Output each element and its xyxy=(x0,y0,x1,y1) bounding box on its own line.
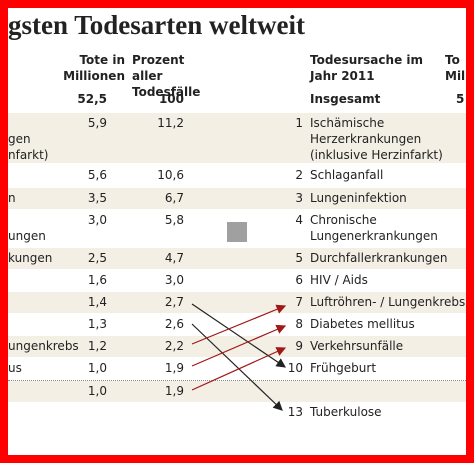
deaths: 1,2 xyxy=(87,339,107,353)
arrow xyxy=(191,323,283,411)
row-shade xyxy=(8,113,466,163)
cause: Durchfallerkrankungen xyxy=(310,251,448,265)
rank: 5 xyxy=(295,251,303,265)
row-label-fragment: nfarkt) xyxy=(8,148,49,162)
percent: 2,2 xyxy=(164,339,184,353)
rank: 1 xyxy=(295,116,303,130)
deaths: 1,0 xyxy=(87,384,107,398)
cause: Lungenerkrankungen xyxy=(310,229,438,243)
deaths: 3,0 xyxy=(87,213,107,227)
arrow xyxy=(191,303,286,368)
row-label-fragment: us xyxy=(8,361,22,375)
deaths: 5,6 xyxy=(87,168,107,182)
cause: Herzerkrankungen xyxy=(310,132,422,146)
percent: 5,8 xyxy=(164,213,184,227)
total-percent: 100 xyxy=(158,92,184,106)
row-shade xyxy=(8,381,466,402)
row-shade xyxy=(8,188,466,209)
percent: 4,7 xyxy=(164,251,184,265)
percent: 6,7 xyxy=(164,191,184,205)
total-label: Insgesamt xyxy=(310,92,381,106)
cause: Ischämische xyxy=(310,116,385,130)
deaths: 5,9 xyxy=(87,116,107,130)
cause: HIV / Aids xyxy=(310,273,368,287)
percent: 2,6 xyxy=(164,317,184,331)
deaths: 2,5 xyxy=(87,251,107,265)
cause: Frühgeburt xyxy=(310,361,377,375)
row-label-fragment: gen xyxy=(8,132,31,146)
deaths: 3,5 xyxy=(87,191,107,205)
percent: 2,7 xyxy=(164,295,184,309)
cause: (inklusive Herzinfarkt) xyxy=(310,148,443,162)
cause: Verkehrsunfälle xyxy=(310,339,404,353)
cause: Diabetes mellitus xyxy=(310,317,415,331)
title: gsten Todesarten weltweit xyxy=(8,10,305,40)
rank: 2 xyxy=(295,168,303,182)
total-cut: 5 xyxy=(456,92,465,106)
rank: 7 xyxy=(295,295,303,309)
arrow xyxy=(191,324,287,367)
cause: Schlaganfall xyxy=(310,168,384,182)
row-label-fragment: ungenkrebs xyxy=(8,339,79,353)
placeholder-square xyxy=(227,222,247,242)
rank: 9 xyxy=(295,339,303,353)
percent: 3,0 xyxy=(164,273,184,287)
cause: Tuberkulose xyxy=(310,405,382,419)
rank: 10 xyxy=(287,361,303,375)
rank: 4 xyxy=(295,213,303,227)
cause: Luftröhren- / Lungenkrebs xyxy=(310,295,466,309)
rank: 8 xyxy=(295,317,303,331)
cause: Chronische xyxy=(310,213,377,227)
header-cause: Todesursache im Jahr 2011 xyxy=(310,53,423,83)
cause: Lungeninfektion xyxy=(310,191,407,205)
rank: 13 xyxy=(287,405,303,419)
deaths: 1,3 xyxy=(87,317,107,331)
percent: 10,6 xyxy=(157,168,184,182)
row-label-fragment: ungen xyxy=(8,229,46,243)
header-percent: Prozent aller Todesfälle xyxy=(132,53,201,99)
deaths: 1,4 xyxy=(87,295,107,309)
row-label-fragment: n xyxy=(8,191,16,205)
row-shade xyxy=(8,248,466,269)
arrow xyxy=(191,347,287,391)
percent: 1,9 xyxy=(164,361,184,375)
rank: 3 xyxy=(295,191,303,205)
row-label-fragment: kungen xyxy=(8,251,53,265)
deaths: 1,0 xyxy=(87,361,107,375)
arrow xyxy=(191,304,287,345)
dotted-separator xyxy=(8,380,466,381)
percent: 11,2 xyxy=(157,116,184,130)
deaths: 1,6 xyxy=(87,273,107,287)
header-deaths: Tote in Millionen xyxy=(63,53,125,83)
total-deaths: 52,5 xyxy=(77,92,107,106)
rank: 6 xyxy=(295,273,303,287)
row-shade xyxy=(8,292,466,313)
percent: 1,9 xyxy=(164,384,184,398)
